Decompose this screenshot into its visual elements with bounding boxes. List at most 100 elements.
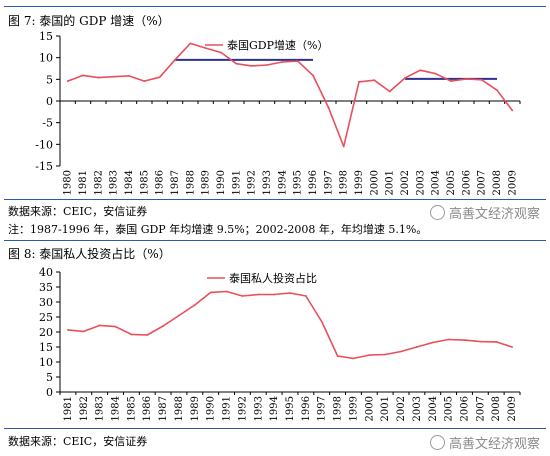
data-point	[235, 62, 238, 65]
x-tick-label: 1999	[348, 396, 359, 421]
gdp-growth-chart: 15 10 5 0 -5 -10 -15 1980 1981 1982 1983 1984 1985 19…	[35, 30, 521, 195]
top-rule-fig7	[4, 6, 546, 7]
data-point	[511, 346, 513, 348]
source-fig8: 数据来源：CEIC，安信证券	[8, 435, 148, 448]
data-point	[82, 330, 85, 333]
x-tick-label: 1986	[155, 170, 166, 195]
x-tick-label: 1980	[63, 170, 74, 195]
x-tick-label: 1981	[78, 170, 89, 195]
x-tick-label: 1984	[124, 170, 135, 195]
data-point	[388, 90, 391, 93]
x-tick-label: 1992	[247, 170, 258, 195]
data-point	[281, 61, 284, 63]
x-tick-label: 2002	[396, 396, 407, 421]
x-tick-label: 2008	[492, 170, 503, 195]
x-tick-label: 2003	[412, 396, 423, 421]
data-point	[415, 346, 418, 348]
y-tick-label: 25	[39, 311, 53, 324]
data-point	[480, 78, 483, 81]
data-point	[419, 69, 422, 72]
x-tick-label: 1997	[323, 170, 334, 195]
top-rule-fig8	[4, 240, 546, 241]
x-tick-label: 2007	[475, 396, 486, 421]
data-point	[250, 65, 253, 67]
data-point	[178, 314, 180, 317]
data-point	[128, 74, 130, 77]
x-tick-label: 2002	[400, 170, 411, 195]
x-tick-label: 1989	[201, 170, 212, 195]
data-point	[220, 51, 222, 54]
x-tick-label: 2007	[477, 170, 488, 195]
x-tick-label: 1994	[269, 396, 280, 421]
x-tick-label: 1982	[79, 396, 90, 421]
source-fig7: 数据来源：CEIC，安信证券	[8, 205, 148, 218]
x-tick-label: 1987	[158, 396, 169, 421]
data-point	[225, 290, 228, 293]
x-tick-label: 1987	[170, 170, 181, 195]
x-tick-label: 2005	[444, 396, 455, 421]
x-tick-label: 1996	[308, 170, 319, 195]
x-tick-label: 1983	[95, 396, 106, 421]
x-tick-label: 1995	[293, 170, 304, 195]
x-tick-label: 1988	[174, 396, 185, 421]
data-point	[209, 291, 212, 294]
y-tick-label: 5	[46, 73, 53, 86]
data-point	[174, 58, 176, 61]
data-point	[241, 295, 244, 297]
data-point	[204, 47, 207, 50]
x-tick-label: 1997	[317, 396, 328, 421]
data-point	[465, 78, 468, 80]
wechat-icon	[429, 205, 445, 220]
x-tick-label: 2000	[364, 396, 375, 421]
x-tick-label: 1990	[206, 396, 217, 421]
private-investment-chart: 40 35 30 25 20 15 10 5 0 1981 1982 1983 1984 1985 1986…	[39, 266, 521, 421]
y-tick-label: 5	[46, 371, 53, 384]
y-tick-label: -5	[42, 117, 53, 130]
x-tick-label: 1983	[109, 170, 120, 195]
x-tick-label: 1985	[126, 396, 137, 421]
x-tick-label: 2008	[491, 396, 502, 421]
data-point	[352, 357, 355, 360]
data-point	[327, 106, 330, 108]
data-point	[114, 325, 117, 328]
x-tick-label: 2009	[507, 170, 518, 195]
y-tick-label: -15	[35, 160, 53, 173]
data-point	[66, 80, 69, 82]
data-point	[98, 324, 101, 327]
x-tick-label: 1993	[253, 396, 264, 421]
data-point	[130, 333, 133, 336]
legend-label: 泰国私人投资占比	[229, 271, 317, 285]
x-tick-label: 1994	[277, 170, 288, 195]
chart-title-fig7: 图 7: 泰国的 GDP 增速（%）	[8, 14, 170, 28]
data-point	[450, 80, 452, 82]
data-point	[447, 338, 450, 341]
watermark-text: 高善文经济观察	[448, 437, 540, 452]
data-point	[189, 42, 192, 45]
y-tick-label: 15	[39, 30, 53, 43]
x-tick-label: 1989	[190, 396, 201, 421]
data-point	[431, 341, 434, 344]
y-tick-label: -10	[35, 138, 53, 151]
data-point	[112, 75, 115, 78]
data-point	[479, 340, 482, 343]
data-point	[400, 350, 402, 353]
data-point	[336, 355, 339, 357]
x-tick-label: 2001	[380, 396, 391, 421]
data-point	[158, 76, 161, 79]
x-tick-label: 1982	[93, 170, 104, 195]
data-point	[358, 81, 360, 83]
y-tick-label: 40	[39, 266, 53, 279]
wechat-icon	[429, 435, 445, 450]
x-tick-label: 2003	[415, 170, 426, 195]
x-tick-label: 1993	[262, 170, 273, 195]
series-line	[67, 290, 513, 360]
data-point	[273, 293, 276, 296]
x-tick-label: 2009	[507, 396, 518, 421]
watermark-fig7: 高善文经济观察	[429, 203, 540, 222]
y-tick-label: 0	[46, 386, 53, 399]
x-tick-label: 1984	[111, 396, 122, 421]
note-fig7: 注：1987-1996 年，泰国 GDP 年均增速 9.5%；2002-2008…	[8, 223, 428, 236]
y-tick-label: 15	[39, 341, 53, 354]
watermark-fig8: 高善文经济观察	[429, 433, 540, 452]
data-point	[296, 60, 299, 63]
